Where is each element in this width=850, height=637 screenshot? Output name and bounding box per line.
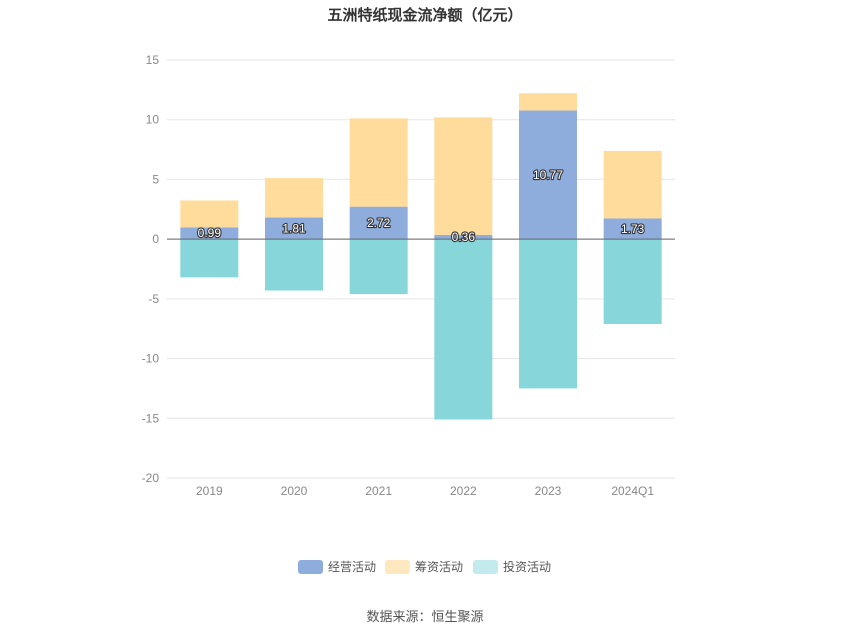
bar-2022-series-0[interactable]	[434, 234, 493, 240]
source-note: 数据来源：恒生聚源	[366, 610, 483, 625]
data-label-2019: 0.99	[198, 226, 222, 240]
data-label-2022: 0.36	[452, 230, 476, 244]
bar-2021-series-0[interactable]	[349, 206, 408, 240]
bar-2024Q1-series-1[interactable]	[603, 150, 662, 219]
legend: 经营活动 筹资活动 投资活动	[298, 559, 551, 574]
bar-2023-series-1[interactable]	[519, 93, 577, 111]
bar-2019-series-2[interactable]	[180, 239, 239, 278]
chart-title: 五洲特纸现金流净额（亿元）	[327, 6, 522, 24]
legend-label-0[interactable]: 经营活动	[328, 560, 376, 574]
bar-2023-series-2[interactable]	[519, 239, 577, 389]
data-label-2020: 1.81	[282, 221, 306, 235]
x-tick-label: 2019	[196, 484, 223, 498]
bar-2019-series-1[interactable]	[180, 200, 239, 228]
bar-2020-series-0[interactable]	[265, 217, 323, 240]
bar-2019-series-0[interactable]	[180, 227, 239, 240]
x-tick-label: 2020	[281, 484, 308, 498]
bar-2023-series-0[interactable]	[519, 110, 577, 240]
y-tick-label: -10	[142, 352, 160, 366]
y-tick-label: -5	[148, 292, 159, 306]
legend-swatch-2[interactable]	[473, 560, 498, 574]
x-tick-label: 2023	[535, 484, 562, 498]
legend-label-1[interactable]: 筹资活动	[415, 560, 463, 574]
y-tick-label: 15	[146, 53, 160, 67]
legend-label-2[interactable]: 投资活动	[503, 559, 551, 574]
bar-2020-series-2[interactable]	[265, 239, 323, 291]
x-axis: 2019 2020 2021 2022 2023 2024Q1	[196, 484, 654, 498]
x-tick-label: 2022	[450, 484, 477, 498]
bar-2021-series-2[interactable]	[349, 239, 408, 295]
data-label-2023: 10.77	[533, 168, 563, 182]
legend-swatch-0[interactable]	[298, 560, 323, 574]
bar-2022-series-2[interactable]	[434, 239, 493, 420]
y-tick-label: -20	[142, 471, 160, 485]
bar-2021-series-1[interactable]	[349, 118, 408, 207]
y-tick-label: -15	[142, 411, 160, 425]
data-label-2021: 2.72	[367, 216, 391, 230]
legend-swatch-1[interactable]	[385, 560, 410, 574]
x-tick-label: 2021	[365, 484, 392, 498]
bar-2022-series-1[interactable]	[434, 117, 493, 235]
bar-2020-series-1[interactable]	[265, 178, 323, 218]
data-label-2024Q1: 1.73	[621, 222, 645, 236]
grid	[167, 59, 675, 479]
y-tick-label: 10	[146, 113, 160, 127]
y-axis: 15 10 5 0 -5 -10 -15 -20	[142, 53, 160, 485]
x-tick-label: 2024Q1	[611, 484, 654, 498]
data-labels: 0.99 1.81 2.72 0.36 10.77 1.73	[197, 167, 646, 245]
y-tick-label: 0	[152, 232, 159, 246]
y-tick-label: 5	[152, 172, 159, 186]
bar-2024Q1-series-0[interactable]	[603, 218, 662, 240]
bar-2024Q1-series-2[interactable]	[603, 239, 662, 324]
bars	[180, 93, 662, 420]
